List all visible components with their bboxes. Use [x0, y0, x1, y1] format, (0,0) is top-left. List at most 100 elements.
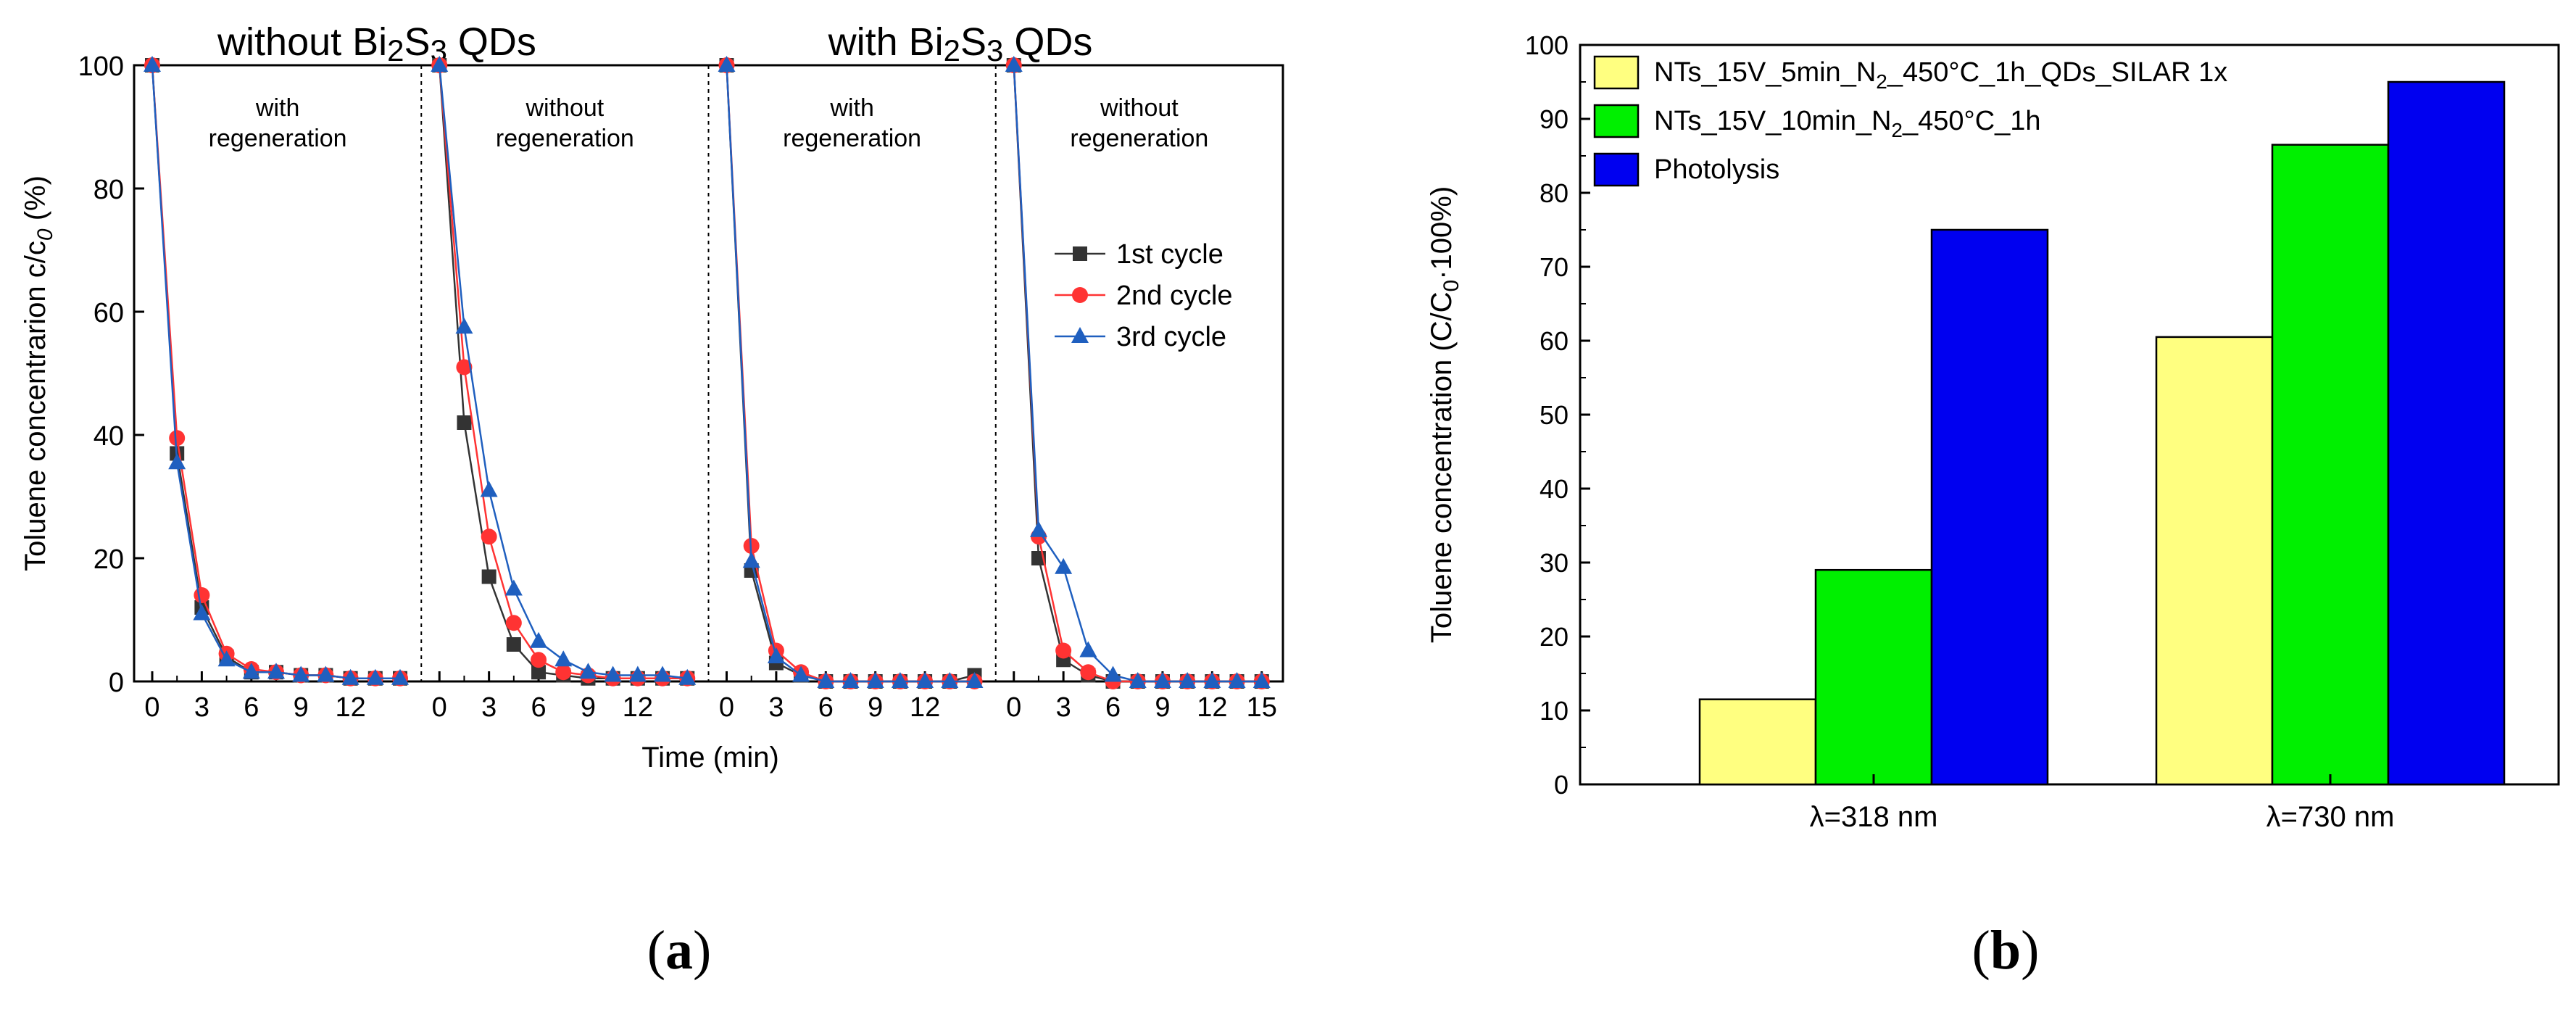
segment-label: without: [525, 94, 604, 122]
panel-label-b: (b): [1972, 920, 2040, 981]
series-line: [726, 65, 975, 683]
x-tick-label-a: 6: [1105, 692, 1121, 723]
data-point: [431, 56, 449, 72]
y-tick-label-b: 40: [1540, 474, 1569, 504]
y-tick-label-b: 10: [1540, 696, 1569, 726]
data-point: [718, 56, 736, 72]
series-line: [439, 65, 688, 679]
data-point: [480, 481, 498, 497]
y-tick-label-b: 0: [1554, 770, 1569, 800]
data-point: [317, 665, 335, 682]
x-tick-label-a: 3: [481, 692, 496, 723]
data-point: [792, 665, 810, 682]
x-tick-label-a: 12: [1197, 692, 1227, 723]
y-tick-label-a: 0: [109, 668, 124, 698]
x-tick-label-a: 12: [335, 692, 365, 723]
x-tick-label-a: 0: [432, 692, 447, 723]
data-point: [817, 672, 835, 688]
series-line: [1013, 65, 1262, 683]
x-tick-label-a: 12: [623, 692, 653, 723]
data-point: [1153, 672, 1171, 688]
x-tick-label-a: 0: [1006, 692, 1021, 723]
legend-label: 1st cycle: [1116, 239, 1223, 270]
chart-a: without Bi2S3 QDs with Bi2S3 QDs 0204060…: [20, 20, 1284, 981]
legend-label: 3rd cycle: [1116, 322, 1226, 352]
x-tick-label-a: 0: [719, 692, 734, 723]
data-point: [341, 668, 360, 685]
data-point: [530, 631, 548, 648]
legend-marker: [1072, 287, 1088, 303]
data-point: [194, 587, 210, 603]
y-tick-label-b: 80: [1540, 178, 1569, 208]
data-point: [1005, 56, 1023, 72]
x-tick-label-a: 3: [1056, 692, 1071, 723]
x-tick-label-a: 3: [194, 692, 209, 723]
y-tick-label-b: 100: [1525, 30, 1569, 60]
legend-label: NTs_15V_10min_N2_450°C_1h: [1654, 106, 2041, 141]
data-point: [1228, 672, 1246, 688]
data-point: [842, 672, 860, 688]
data-point: [193, 604, 211, 621]
data-point: [457, 415, 472, 430]
data-point: [628, 665, 647, 682]
bar: [2271, 144, 2390, 786]
data-point: [455, 318, 473, 334]
y-tick-label-b: 70: [1540, 252, 1569, 282]
data-point: [267, 663, 285, 679]
data-point: [1104, 665, 1122, 682]
series-line: [726, 65, 975, 683]
data-point: [481, 528, 497, 545]
x-tick-label-b: λ=318 nm: [1810, 801, 1938, 833]
data-point: [1080, 664, 1097, 681]
data-point: [144, 56, 161, 72]
segment-label: without: [1100, 94, 1179, 122]
data-point: [866, 672, 884, 688]
legend-marker: [1073, 246, 1087, 261]
data-point: [292, 665, 310, 682]
bar: [1698, 698, 1817, 786]
x-tick-label-a: 9: [581, 692, 596, 723]
y-axis-label-a: Toluene concentrarion c/c0 (%): [20, 175, 57, 571]
data-point: [579, 663, 597, 679]
x-axis-label-a: Time (min): [641, 742, 779, 773]
legend-label: NTs_15V_5min_N2_450°C_1h_QDs_SILAR 1x: [1654, 57, 2227, 93]
x-tick-label-a: 0: [144, 692, 159, 723]
legend-swatch: [1593, 55, 1640, 90]
segment-label: with: [829, 94, 873, 122]
data-point: [604, 665, 622, 682]
legend-swatch: [1593, 104, 1640, 138]
legend-label: Photolysis: [1654, 154, 1779, 185]
series-line: [1013, 65, 1262, 683]
data-point: [555, 664, 572, 681]
bar: [1930, 228, 2049, 786]
y-tick-label-a: 60: [94, 298, 124, 328]
x-tick-label-a: 9: [294, 692, 309, 723]
x-tick-label-a: 6: [244, 692, 259, 723]
series-line: [439, 65, 688, 679]
x-tick-label-a: 3: [768, 692, 784, 723]
y-tick-label-a: 20: [94, 544, 124, 575]
data-point: [1203, 672, 1221, 688]
data-point: [1055, 557, 1073, 574]
bar: [1814, 568, 1933, 786]
x-tick-label-a: 6: [531, 692, 546, 723]
data-point: [678, 668, 697, 685]
data-point: [1129, 672, 1147, 688]
series-3rd-cycle: [144, 56, 1271, 688]
data-point: [391, 668, 409, 685]
x-tick-label-a: 9: [1155, 692, 1170, 723]
series-line: [1013, 65, 1262, 683]
data-point: [366, 668, 384, 685]
series-line: [726, 65, 975, 683]
segment-label: regeneration: [783, 125, 921, 152]
y-tick-label-b: 90: [1540, 104, 1569, 134]
x-tick-label-b: λ=730 nm: [2267, 801, 2395, 833]
segment-label: regeneration: [209, 125, 347, 152]
legend-label: 2nd cycle: [1116, 281, 1233, 311]
y-tick-label-a: 100: [78, 51, 124, 82]
legend-swatch: [1593, 152, 1640, 187]
panel-label-a: (a): [647, 920, 712, 981]
data-point: [504, 579, 523, 596]
data-point: [1055, 642, 1072, 659]
